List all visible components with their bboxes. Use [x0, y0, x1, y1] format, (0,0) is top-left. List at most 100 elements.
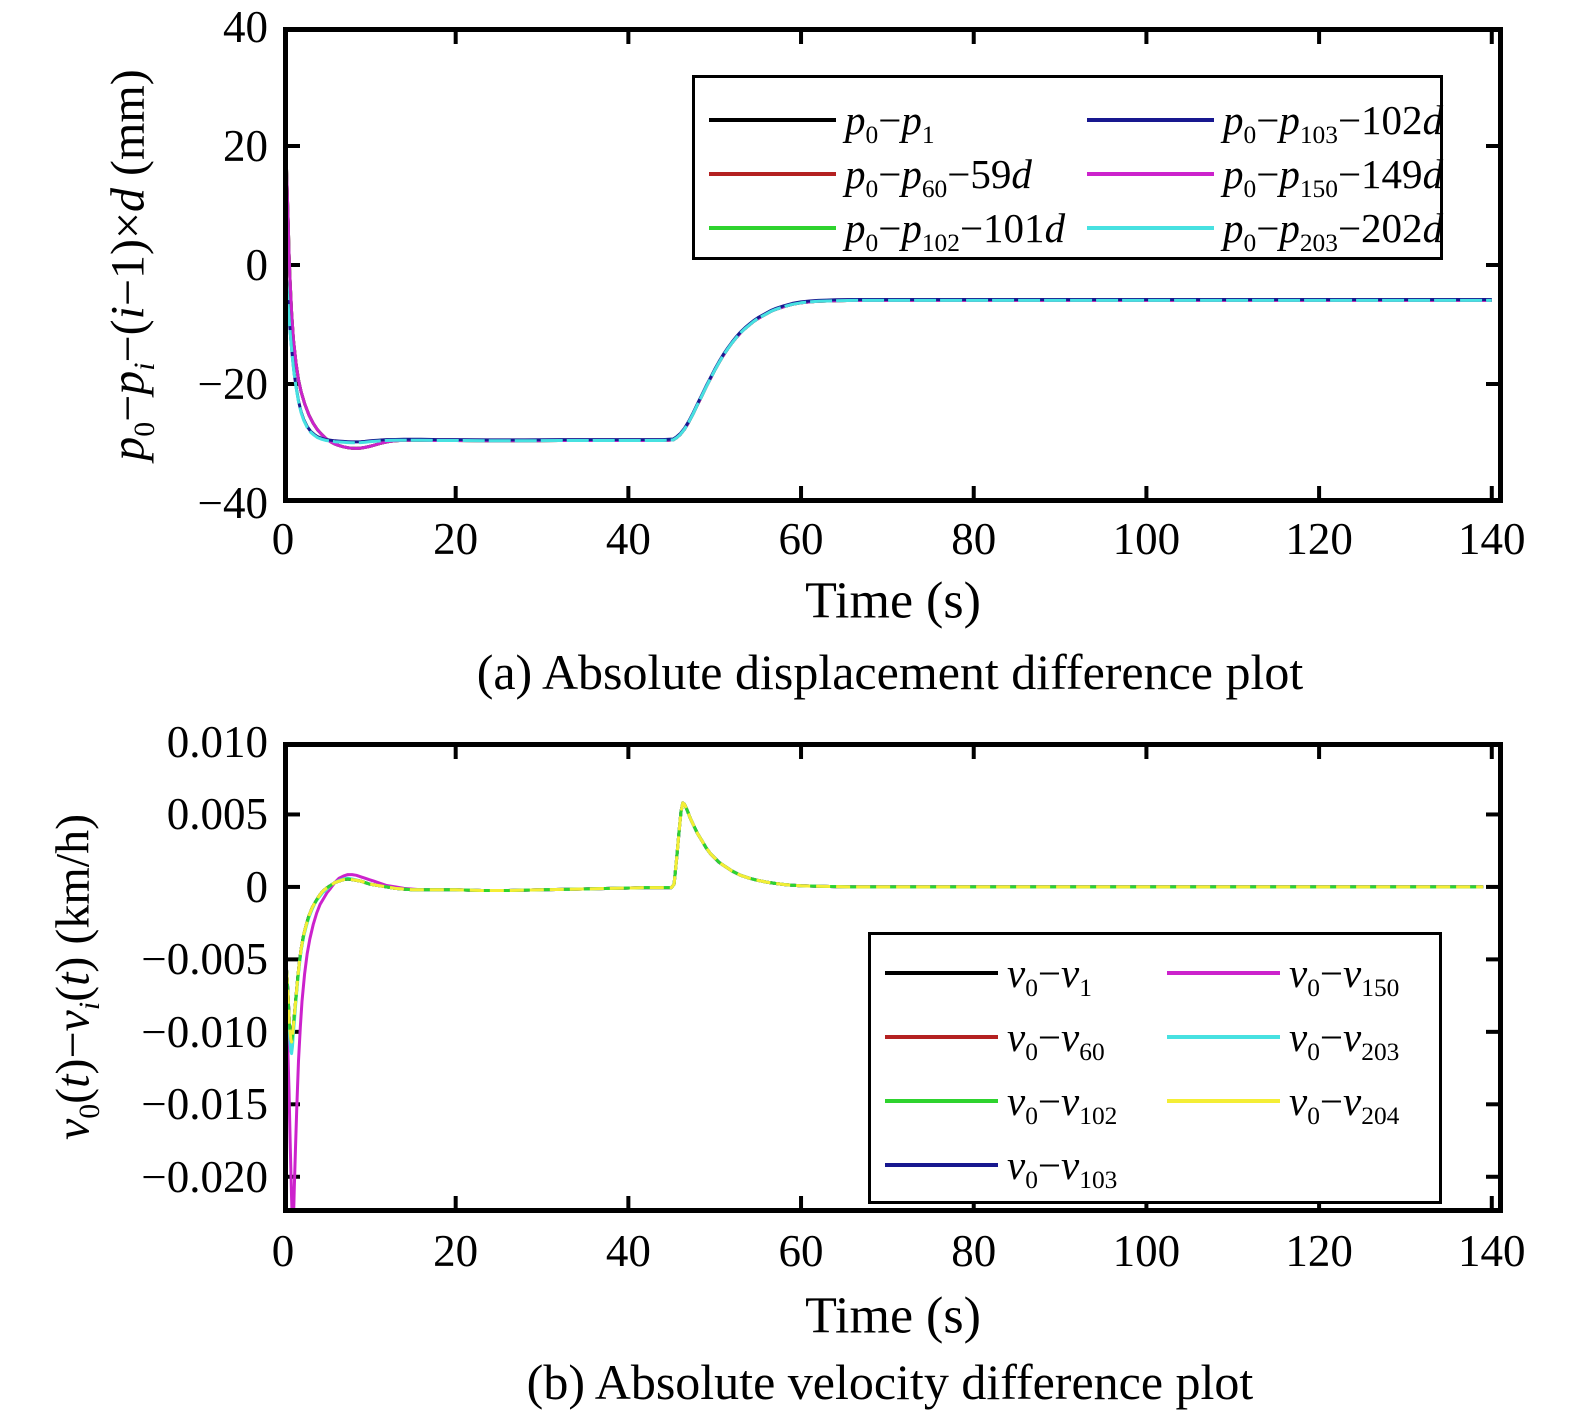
legend-item-v0-v204: v0−v204 — [1167, 1075, 1400, 1131]
text-segment: 0 — [1243, 175, 1257, 204]
text-segment: v — [46, 1118, 100, 1141]
x-tick-label: 40 — [605, 1226, 651, 1276]
legend-line-swatch — [1087, 172, 1214, 176]
text-segment: v — [1007, 950, 1026, 996]
text-segment: d — [1422, 205, 1444, 251]
text-segment: − — [1319, 1078, 1344, 1124]
text-segment: p — [1223, 151, 1244, 197]
y-tick-label: 0 — [245, 861, 269, 912]
text-segment: 1 — [921, 121, 935, 150]
y-tick-label: −0.010 — [141, 1006, 268, 1057]
text-segment: p — [1223, 97, 1244, 143]
text-segment: − — [878, 151, 902, 197]
text-segment: − — [878, 97, 902, 143]
text-segment: p — [845, 205, 866, 251]
text-segment: 0 — [1025, 1102, 1038, 1131]
text-segment: 0 — [1307, 974, 1320, 1003]
x-tick-label: 100 — [1112, 1226, 1181, 1276]
text-segment: p — [845, 151, 866, 197]
x-tick-label: 100 — [1112, 514, 1181, 564]
text-segment: p — [901, 97, 922, 143]
text-segment: −102 — [1337, 97, 1423, 143]
text-segment: 203 — [1361, 1038, 1400, 1067]
legend-item-v0-v103: v0−v103 — [885, 1139, 1117, 1195]
text-segment: p — [901, 151, 922, 197]
text-segment: −202 — [1337, 205, 1423, 251]
text-segment: v — [1061, 1014, 1080, 1060]
x-tick-label: 120 — [1285, 1226, 1353, 1276]
text-segment: − — [1037, 950, 1062, 996]
text-segment: 0 — [1243, 229, 1257, 258]
chart-a-legend: p0−p1 p0−p60−59d p0−p102−101d p0−p103−10… — [692, 75, 1443, 260]
x-tick-label: 0 — [271, 1226, 295, 1276]
x-tick-label: 140 — [1458, 1226, 1526, 1276]
text-segment: v — [1007, 1078, 1026, 1124]
text-segment: t — [46, 1074, 100, 1088]
y-tick-label: 40 — [223, 2, 268, 52]
legend-item-label: p0−p103−102d — [1223, 96, 1444, 148]
chart-a-plot-area — [283, 27, 1503, 503]
legend-item-p0-p150-149d: p0−p150−149d — [1087, 148, 1444, 204]
legend-item-p0-p103-102d: p0−p103−102d — [1087, 94, 1444, 148]
text-segment: 203 — [1299, 229, 1338, 258]
legend-line-swatch — [885, 1035, 998, 1039]
legend-line-swatch — [1167, 971, 1280, 975]
text-segment: − — [1037, 1078, 1062, 1124]
text-segment: p — [845, 97, 866, 143]
y-tick-label: −0.005 — [141, 934, 268, 985]
text-segment: − — [878, 205, 902, 251]
text-segment: v — [1289, 1014, 1308, 1060]
text-segment: 102 — [921, 229, 960, 258]
text-segment: 0 — [1025, 1166, 1038, 1195]
legend-item-label: v0−v60 — [1007, 1013, 1105, 1065]
text-segment: p — [1279, 205, 1300, 251]
text-segment: p — [101, 436, 155, 461]
text-segment: d — [101, 187, 155, 212]
legend-line-swatch — [1087, 226, 1214, 230]
legend-line-swatch — [709, 172, 836, 176]
text-segment: −101 — [959, 205, 1045, 251]
text-segment: − — [101, 394, 155, 422]
y-tick-label: 0 — [245, 240, 269, 290]
text-segment: 0 — [1025, 974, 1038, 1003]
text-segment: 150 — [1299, 175, 1338, 204]
text-segment: − — [1037, 1014, 1062, 1060]
legend-item-v0-v203: v0−v203 — [1167, 1011, 1400, 1067]
legend-line-swatch — [885, 971, 998, 975]
text-segment: 0 — [865, 175, 879, 204]
text-segment: −( — [101, 319, 155, 363]
text-segment: v — [1343, 1014, 1362, 1060]
text-segment: v — [1289, 950, 1308, 996]
x-tick-label: 60 — [778, 514, 824, 564]
y-tick-label: 0.010 — [166, 717, 268, 767]
legend-item-label: p0−p1 — [845, 96, 935, 148]
text-segment: 150 — [1361, 974, 1400, 1003]
series-p0-p203-202d — [283, 226, 1492, 445]
chart-a-x-axis-label: Time (s) — [805, 572, 981, 630]
text-segment: v — [1007, 1014, 1026, 1060]
legend-line-swatch — [709, 226, 836, 230]
text-segment: v — [1343, 950, 1362, 996]
text-segment: v — [46, 1010, 100, 1032]
text-segment: 204 — [1361, 1102, 1400, 1131]
text-segment: 103 — [1299, 121, 1338, 150]
y-tick-label: −40 — [197, 478, 268, 528]
text-segment: d — [1422, 97, 1444, 143]
legend-line-swatch — [1167, 1099, 1280, 1103]
legend-item-p0-p1: p0−p1 — [709, 94, 935, 148]
text-segment: p — [101, 370, 155, 395]
x-tick-label: 120 — [1285, 514, 1353, 564]
legend-line-swatch — [885, 1099, 998, 1103]
text-segment: − — [1319, 1014, 1344, 1060]
legend-item-label: p0−p102−101d — [845, 204, 1065, 256]
text-segment: d — [1422, 151, 1444, 197]
legend-item-v0-v1: v0−v1 — [885, 947, 1092, 1001]
text-segment: p — [1279, 97, 1300, 143]
text-segment: p — [1223, 205, 1244, 251]
legend-item-label: v0−v1 — [1007, 949, 1092, 1001]
text-segment: v — [1343, 1078, 1362, 1124]
text-segment: 1 — [1079, 974, 1092, 1003]
legend-line-swatch — [709, 118, 836, 122]
x-tick-label: 80 — [951, 1226, 997, 1276]
